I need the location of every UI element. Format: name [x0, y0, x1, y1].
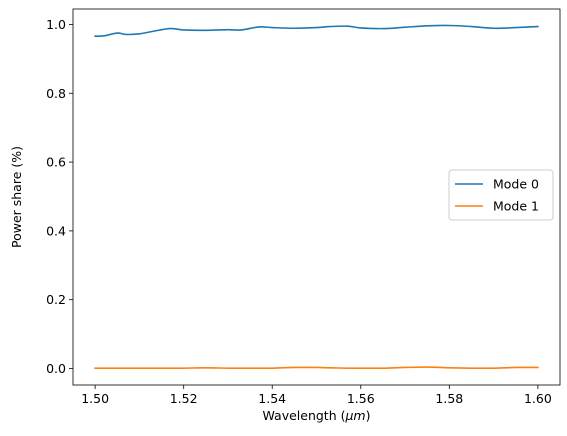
series-line-mode-0	[94, 24, 539, 38]
data-lines	[94, 24, 539, 370]
plot-frame	[72, 8, 561, 386]
x-tick-label: 1.56	[347, 391, 375, 406]
x-axis-label: Wavelength (μm)	[262, 408, 370, 423]
legend-label-mode-0: Mode 0	[493, 177, 539, 192]
y-tick-label: 1.0	[46, 17, 66, 32]
y-tick-label: 0.6	[46, 155, 66, 170]
x-tick-label: 1.58	[435, 391, 463, 406]
y-tick-label: 0.2	[46, 292, 66, 307]
y-tick-label: 0.0	[46, 361, 66, 376]
y-tick-label: 0.4	[46, 223, 66, 238]
legend: Mode 0 Mode 1	[448, 169, 554, 221]
series-line-mode-1	[94, 366, 539, 370]
y-axis-label: Power share (%)	[9, 146, 24, 248]
x-tick-label: 1.52	[170, 391, 198, 406]
y-axis-ticks: 0.0 0.2 0.4 0.6 0.8 1.0	[46, 17, 73, 376]
x-tick-label: 1.60	[524, 391, 552, 406]
legend-frame	[448, 169, 554, 221]
y-tick-label: 0.8	[46, 86, 66, 101]
legend-label-mode-1: Mode 1	[493, 199, 539, 214]
x-axis-ticks: 1.50 1.52 1.54 1.56 1.58 1.60	[81, 385, 552, 406]
x-tick-label: 1.50	[81, 391, 109, 406]
x-tick-label: 1.54	[258, 391, 286, 406]
